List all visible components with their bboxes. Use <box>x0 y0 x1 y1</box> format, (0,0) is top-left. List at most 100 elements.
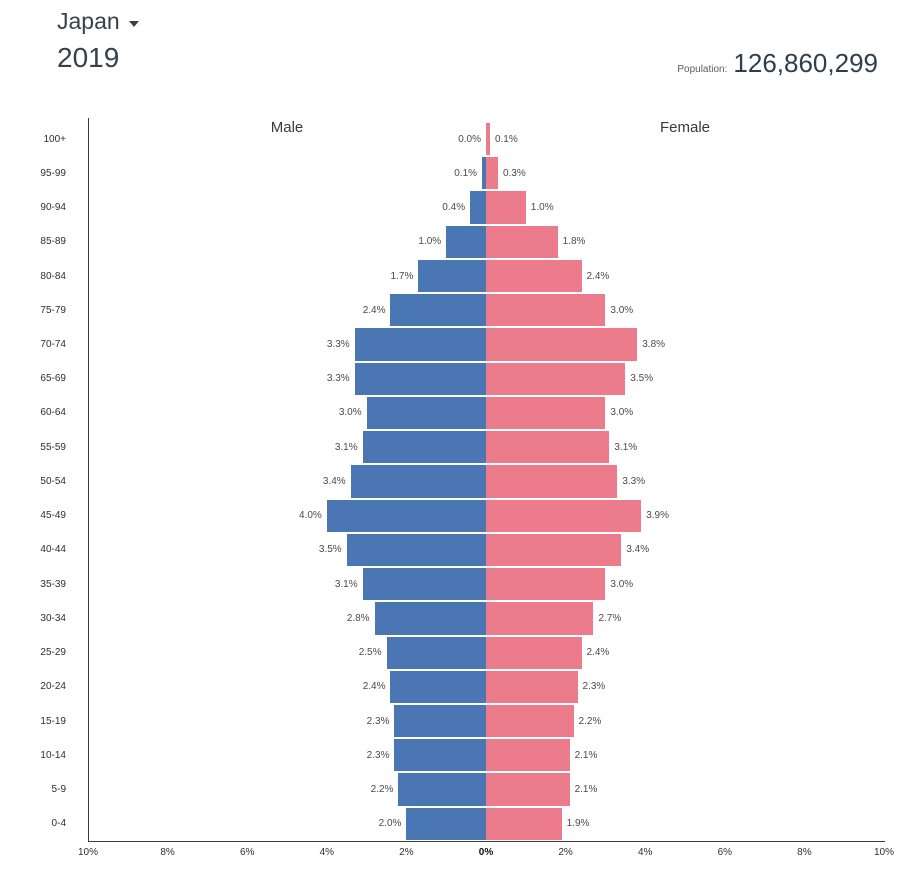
female-bar[interactable] <box>486 636 582 669</box>
male-bar[interactable] <box>406 807 486 840</box>
x-axis-tick-label: 10% <box>77 847 99 858</box>
female-bar[interactable] <box>486 465 618 498</box>
female-bar[interactable] <box>486 670 578 703</box>
pyramid-row: 2.5% 2.4% <box>88 636 884 670</box>
pyramid-row: 3.3% 3.5% <box>88 362 884 396</box>
female-bar[interactable] <box>486 807 562 840</box>
pyramid-row: 3.1% 3.0% <box>88 567 884 601</box>
female-bar[interactable] <box>486 362 626 395</box>
female-value-label: 3.0% <box>610 304 634 316</box>
female-bar[interactable] <box>486 123 490 156</box>
female-value-label: 2.4% <box>586 270 610 282</box>
male-bar[interactable] <box>374 602 486 635</box>
male-bar[interactable] <box>362 568 486 601</box>
female-value-label: 3.0% <box>610 407 634 419</box>
female-bar[interactable] <box>486 157 498 190</box>
female-bar[interactable] <box>486 191 526 224</box>
male-bar[interactable] <box>394 704 486 738</box>
age-label: 65-69 <box>40 373 66 385</box>
male-bar[interactable] <box>394 739 486 772</box>
country-name: Japan <box>57 8 120 34</box>
female-bar[interactable] <box>486 568 606 601</box>
male-series-label: Male <box>270 119 304 136</box>
age-label: 80-84 <box>40 270 66 282</box>
pyramid-row: 2.0% 1.9% <box>88 807 884 841</box>
age-label: 85-89 <box>40 236 66 248</box>
age-label: 70-74 <box>40 339 66 351</box>
dropdown-caret-icon <box>128 20 139 27</box>
age-axis: 100+ 95-99 90-94 85-89 80-84 75-79 70-74 65-69 6… <box>0 122 76 841</box>
male-bar[interactable] <box>354 362 486 395</box>
male-value-label: 3.4% <box>322 475 346 487</box>
male-bar[interactable] <box>386 636 486 669</box>
male-bar[interactable] <box>390 670 486 703</box>
male-bar[interactable] <box>446 225 486 258</box>
age-label: 40-44 <box>40 544 66 556</box>
male-value-label: 1.0% <box>418 236 442 248</box>
x-axis-tick-label: 4% <box>637 847 653 858</box>
pyramid-row: 3.4% 3.3% <box>88 464 884 498</box>
male-value-label: 0.0% <box>458 133 481 145</box>
female-bar[interactable] <box>486 533 622 567</box>
female-value-label: 1.8% <box>562 236 586 248</box>
pyramid-row: 0.0% 0.1% <box>88 122 884 156</box>
male-bar[interactable] <box>326 499 486 532</box>
female-value-label: 3.0% <box>610 578 634 590</box>
age-label: 95-99 <box>40 167 66 179</box>
female-bar[interactable] <box>486 328 638 361</box>
female-value-label: 1.9% <box>566 818 590 830</box>
pyramid-row: 0.4% 1.0% <box>88 190 884 224</box>
female-value-label: 3.5% <box>630 373 654 385</box>
female-bar[interactable] <box>486 259 582 293</box>
male-value-label: 2.3% <box>366 715 390 727</box>
x-axis-tick-label: 0% <box>478 847 494 858</box>
male-value-label: 2.4% <box>362 681 386 693</box>
x-axis-tick-label: 6% <box>239 847 255 858</box>
pyramid-row: 1.0% 1.8% <box>88 225 884 259</box>
age-label: 10-14 <box>40 749 66 761</box>
x-axis-tick-label: 8% <box>797 847 812 858</box>
female-bar[interactable] <box>486 431 610 464</box>
male-value-label: 2.3% <box>366 749 390 761</box>
age-label: 55-59 <box>40 441 66 453</box>
female-bar[interactable] <box>486 704 574 738</box>
pyramid-row: 3.3% 3.8% <box>88 327 884 361</box>
male-bar[interactable] <box>418 259 486 293</box>
male-bar[interactable] <box>354 328 486 361</box>
female-bar[interactable] <box>486 739 570 772</box>
female-value-label: 1.0% <box>530 202 554 214</box>
pyramid-row: 3.1% 3.1% <box>88 430 884 464</box>
pyramid-row: 3.5% 3.4% <box>88 533 884 567</box>
age-label: 15-19 <box>40 715 66 727</box>
male-value-label: 0.4% <box>442 202 466 214</box>
female-bar[interactable] <box>486 294 606 327</box>
female-value-label: 3.4% <box>626 544 650 556</box>
male-bar[interactable] <box>398 773 486 806</box>
x-axis-tick-label: 6% <box>717 847 733 858</box>
female-value-label: 2.4% <box>586 647 610 659</box>
pyramid-row: 4.0% 3.9% <box>88 499 884 533</box>
male-value-label: 3.5% <box>318 544 342 556</box>
age-label: 60-64 <box>40 407 66 419</box>
male-bar[interactable] <box>350 465 486 498</box>
pyramid-row: 2.3% 2.1% <box>88 738 884 772</box>
pyramid-row: 3.0% 3.0% <box>88 396 884 430</box>
male-bar[interactable] <box>346 533 486 567</box>
male-bar[interactable] <box>366 396 486 430</box>
male-value-label: 3.0% <box>338 407 362 419</box>
male-bar[interactable] <box>362 431 486 464</box>
female-bar[interactable] <box>486 499 642 532</box>
male-value-label: 3.1% <box>334 578 358 590</box>
male-bar[interactable] <box>390 294 486 327</box>
female-bar[interactable] <box>486 773 570 806</box>
female-value-label: 2.7% <box>598 612 622 624</box>
country-selector[interactable]: Japan <box>57 8 139 35</box>
age-label: 45-49 <box>40 510 66 522</box>
male-bar[interactable] <box>470 191 486 224</box>
female-bar[interactable] <box>486 602 594 635</box>
male-bar[interactable] <box>482 157 486 190</box>
female-bar[interactable] <box>486 396 606 430</box>
female-value-label: 3.9% <box>646 510 670 522</box>
population-label: Population: <box>677 64 728 75</box>
female-bar[interactable] <box>486 225 558 258</box>
